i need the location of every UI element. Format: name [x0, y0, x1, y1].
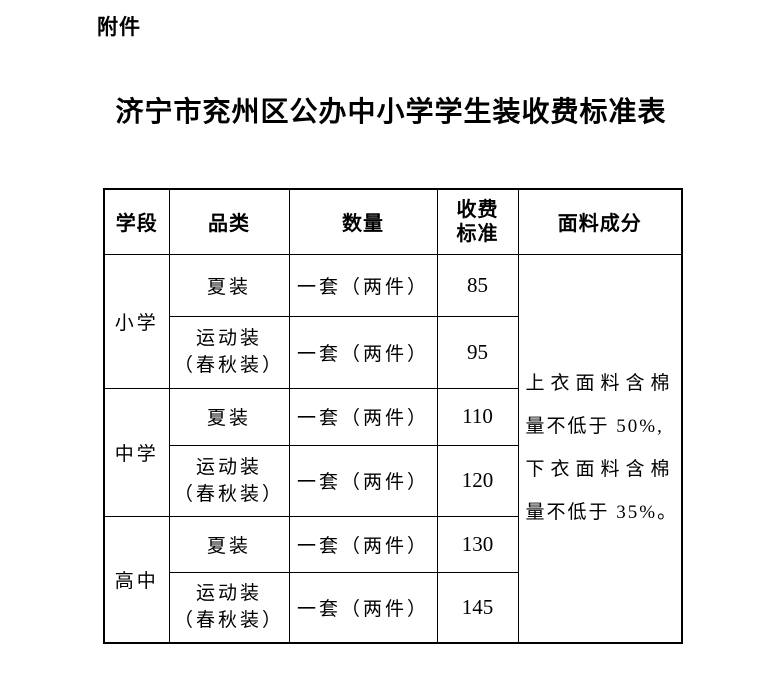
- table-row-primary-sport: 运动装 （春秋装） 一套（两件） 95: [104, 315, 682, 389]
- category-cell: 运动装 （春秋装）: [168, 444, 290, 517]
- fee-cell: 130: [436, 515, 519, 573]
- stage-cell-middle: 中学: [103, 387, 170, 517]
- table-row-middle-sport: 运动装 （春秋装） 一套（两件） 120: [104, 444, 682, 517]
- category-cell: 夏装: [168, 515, 290, 573]
- category-line2: （春秋装）: [173, 483, 284, 505]
- fabric-line: 量不低于 50%,: [525, 416, 664, 438]
- fee-cell: 95: [436, 315, 519, 389]
- fee-standard-table: 学段 品类 数量 收费 标准 面料成分 小学 夏装 一套（两件） 85 上衣面料…: [103, 188, 683, 644]
- category-line2: （春秋装）: [173, 355, 284, 376]
- fabric-line: 量不低于 35%。: [525, 502, 679, 524]
- page-title: 济宁市兖州区公办中小学学生装收费标准表: [115, 97, 667, 128]
- quantity-cell: 一套（两件）: [288, 253, 438, 317]
- category-cell: 夏装: [168, 253, 290, 317]
- category-line1: 运动装: [195, 328, 262, 349]
- col-header-fee-line2: 标准: [456, 222, 499, 245]
- col-header-stage: 学段: [103, 188, 170, 255]
- category-line1: 运动装: [195, 583, 262, 605]
- fabric-line: 下衣面料含棉: [525, 459, 676, 481]
- quantity-cell: 一套（两件）: [288, 387, 438, 446]
- col-header-fee-line1: 收费: [456, 198, 499, 221]
- category-line1: 运动装: [195, 456, 262, 478]
- quantity-cell: 一套（两件）: [288, 515, 438, 573]
- col-header-fabric: 面料成分: [517, 188, 683, 255]
- attachment-label: 附件: [97, 16, 141, 39]
- table-row-high-summer: 高中 夏装 一套（两件） 130: [103, 515, 682, 644]
- col-header-category: 品类: [168, 188, 290, 255]
- table-row-middle-summer: 中学 夏装 一套（两件） 110: [103, 387, 682, 517]
- fabric-line: 上衣面料含棉: [525, 373, 676, 395]
- fabric-composition-cell: 上衣面料含棉 量不低于 50%, 下衣面料含棉 量不低于 35%。: [517, 253, 683, 644]
- fee-cell: 85: [436, 253, 519, 317]
- table-row-high-sport: 运动装 （春秋装） 一套（两件） 145: [104, 571, 682, 644]
- category-cell: 夏装: [168, 387, 290, 446]
- quantity-cell: 一套（两件）: [288, 571, 438, 644]
- quantity-cell: 一套（两件）: [288, 444, 438, 517]
- stage-cell-high: 高中: [103, 515, 170, 644]
- col-header-quantity: 数量: [288, 188, 438, 255]
- col-header-fee: 收费 标准: [436, 188, 519, 255]
- category-cell: 运动装 （春秋装）: [168, 315, 290, 389]
- table-row-primary-summer: 小学 夏装 一套（两件） 85 上衣面料含棉 量不低于 50%, 下衣面料含棉 …: [103, 253, 683, 644]
- stage-cell-primary: 小学: [103, 253, 170, 389]
- category-cell: 运动装 （春秋装）: [168, 571, 290, 644]
- fee-cell: 145: [436, 571, 519, 644]
- category-line2: （春秋装）: [173, 610, 284, 632]
- fee-cell: 110: [436, 387, 519, 446]
- quantity-cell: 一套（两件）: [288, 315, 438, 389]
- table-header-row: 学段 品类 数量 收费 标准 面料成分: [103, 188, 683, 255]
- fee-cell: 120: [436, 444, 519, 517]
